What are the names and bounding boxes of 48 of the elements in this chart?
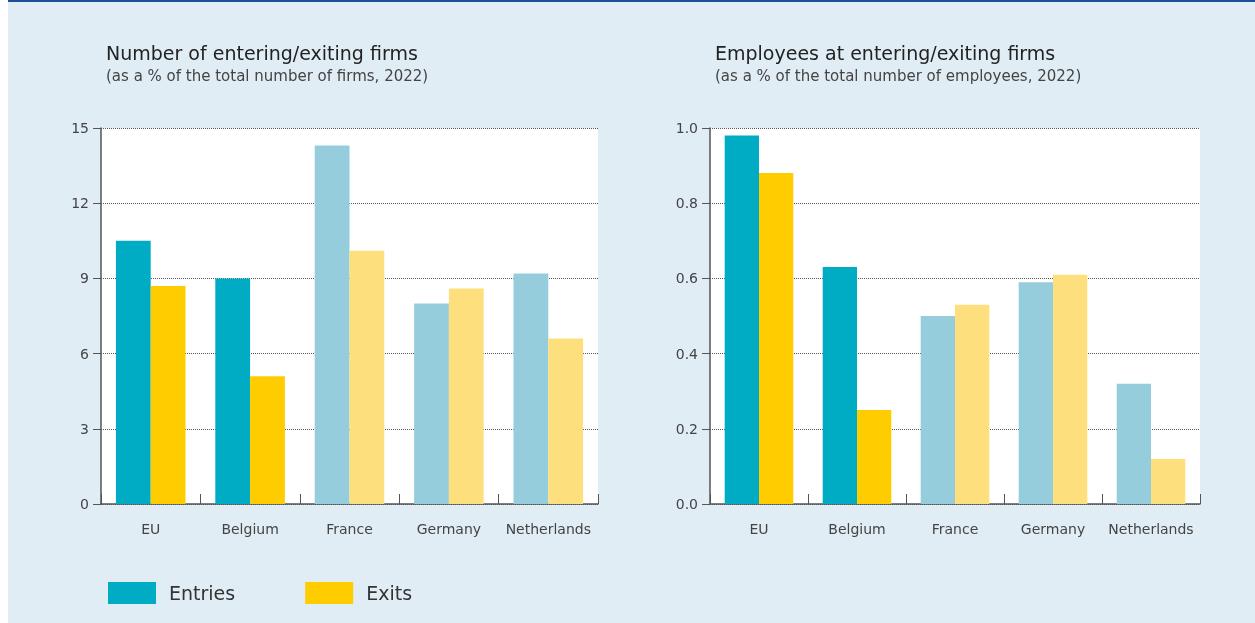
bar [314,145,350,504]
bar [349,250,385,504]
x-tick-label: Netherlands [505,521,591,537]
x-tick-label: France [931,521,979,537]
bar [115,240,151,504]
y-tick-label: 0.6 [675,270,699,287]
x-tick-label: Belgium [828,521,886,537]
bar [1018,282,1053,504]
y-tick-label: 0.8 [675,195,698,212]
y-tick-label: 1.0 [675,120,698,136]
chart-subtitle: (as a % of the total number of employees, 2022) [715,66,1082,85]
x-tick-label: Germany [416,521,482,537]
legend-label: Exits [366,582,413,604]
y-tick-label: 0.0 [675,496,698,512]
bar [250,376,285,504]
bar [513,273,549,504]
x-tick-label: Germany [1020,521,1086,537]
bar [414,303,449,504]
bar [548,338,584,504]
bar [1151,458,1186,504]
bar [448,288,484,504]
bar [920,316,955,504]
bar [759,173,794,504]
chart-subtitle: (as a % of the total number of firms, 2022) [106,66,429,85]
y-tick-label: 9 [80,270,89,287]
bar [215,278,251,504]
bar [1053,274,1088,504]
bar [955,304,990,504]
y-tick-label: 3 [80,420,89,437]
y-tick-label: 0.2 [675,420,698,437]
y-tick-label: 15 [71,120,89,136]
x-tick-label: EU [141,521,161,537]
bar [150,285,186,504]
x-tick-label: EU [749,521,769,537]
chart-title: Number of entering/exiting firms [106,41,418,64]
x-tick-label: France [326,521,373,537]
y-tick-label: 12 [71,195,89,212]
y-tick-label: 6 [80,345,90,362]
bar [1116,383,1151,504]
y-tick-label: 0.4 [675,345,699,362]
x-tick-label: Netherlands [1108,521,1194,537]
x-tick-label: Belgium [221,521,279,537]
y-tick-label: 0 [80,496,89,512]
bar [857,410,892,504]
chart-title: Employees at entering/exiting firms [715,41,1056,64]
bar [822,267,857,504]
legend-label: Entries [169,582,236,604]
bar [724,135,759,504]
